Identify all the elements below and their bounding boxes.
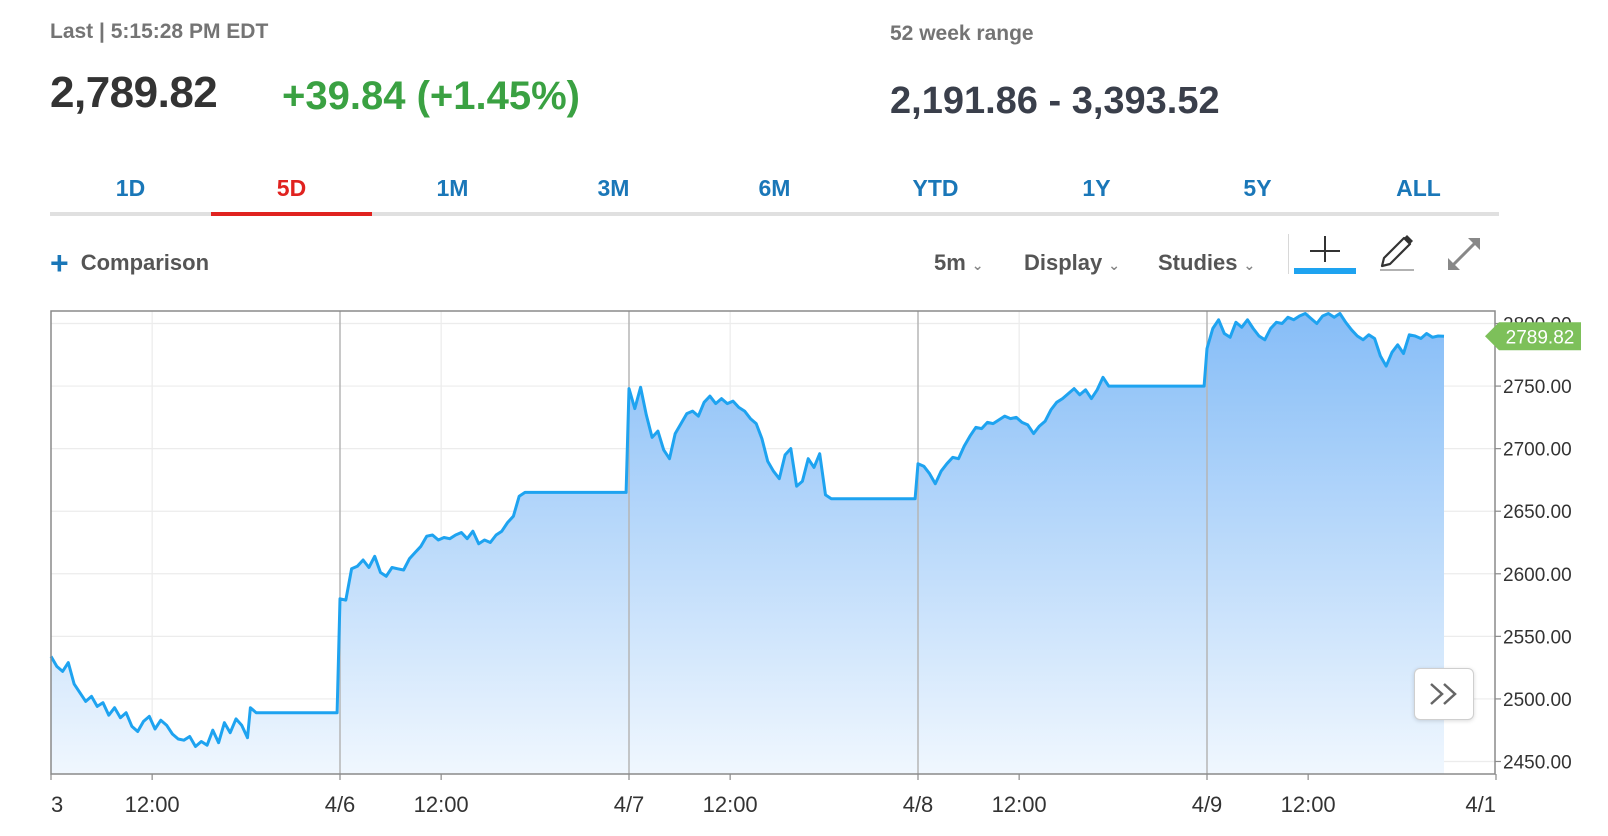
time-range-tabs: 1D 5D 1M 3M 6M YTD 1Y 5Y ALL (50, 168, 1499, 216)
y-tick-label: 2650.00 (1503, 502, 1572, 523)
tab-1m[interactable]: 1M (436, 175, 469, 201)
x-tick-label: 4/9 (1192, 792, 1223, 817)
range-label: 52 week range (890, 22, 1034, 45)
tab-5y[interactable]: 5Y (1243, 175, 1272, 201)
crosshair-icon (1294, 236, 1356, 274)
comparison-button[interactable]: + Comparison (50, 245, 210, 281)
y-tick-label: 2500.00 (1503, 690, 1572, 711)
last-updated-label: Last | 5:15:28 PM EDT (50, 20, 269, 43)
x-tick-label: 4/6 (325, 792, 356, 817)
x-tick-label: 4/7 (614, 792, 645, 817)
price-line (49, 312, 1445, 748)
interval-select[interactable]: 5m ⌄ (934, 250, 984, 276)
tab-1d[interactable]: 1D (115, 175, 146, 201)
tab-5d[interactable]: 5D (211, 168, 372, 216)
chevron-down-icon: ⌄ (1108, 257, 1120, 273)
draw-tool-button[interactable] (1374, 232, 1436, 276)
x-tick-label: 12:00 (414, 792, 469, 817)
chevron-down-icon: ⌄ (1243, 257, 1256, 273)
crosshair-tool-button[interactable] (1294, 232, 1356, 276)
tab-all[interactable]: ALL (1396, 175, 1441, 201)
display-label: Display (1024, 250, 1103, 275)
tab-3m[interactable]: 3M (597, 175, 630, 201)
x-tick-label: 3 (51, 792, 63, 817)
interval-label: 5m (934, 250, 966, 275)
display-select[interactable]: Display ⌄ (1024, 250, 1120, 276)
scroll-forward-button[interactable] (1414, 668, 1474, 720)
tab-1y[interactable]: 1Y (1082, 175, 1111, 201)
studies-select[interactable]: Studies ⌄ (1158, 250, 1255, 276)
comparison-label: Comparison (80, 250, 210, 275)
plot-frame (50, 310, 1496, 775)
last-price: 2,789.82 (50, 68, 218, 117)
x-tick-label: 12:00 (1281, 792, 1336, 817)
tab-ytd[interactable]: YTD (912, 175, 959, 201)
double-chevron-right-icon (1430, 683, 1457, 705)
x-tick-label: 12:00 (703, 792, 758, 817)
y-tick-label: 2750.00 (1503, 377, 1572, 398)
y-tick-label: 2450.00 (1503, 752, 1572, 773)
x-tick-label: 12:00 (992, 792, 1047, 817)
expand-icon (1448, 238, 1480, 270)
toolbar-divider (1288, 234, 1289, 274)
y-tick-label: 2550.00 (1503, 627, 1572, 648)
y-tick-label: 2600.00 (1503, 565, 1572, 586)
last-price-tag (1485, 322, 1581, 351)
x-tick-label: 12:00 (125, 792, 180, 817)
studies-label: Studies (1158, 250, 1238, 275)
tab-6m[interactable]: 6M (758, 175, 791, 201)
fullscreen-button[interactable] (1444, 232, 1506, 276)
last-price-tag-label: 2789.82 (1506, 327, 1575, 348)
plus-icon: + (50, 245, 69, 281)
y-tick-label: 2700.00 (1503, 440, 1572, 461)
price-change: +39.84 (+1.45%) (282, 74, 580, 118)
pencil-icon (1380, 235, 1414, 271)
range-value: 2,191.86 - 3,393.52 (890, 80, 1220, 122)
x-tick-label: 4/1 (1465, 792, 1496, 817)
x-tick-label: 4/8 (903, 792, 934, 817)
chevron-down-icon: ⌄ (971, 257, 984, 273)
price-area (51, 313, 1444, 774)
